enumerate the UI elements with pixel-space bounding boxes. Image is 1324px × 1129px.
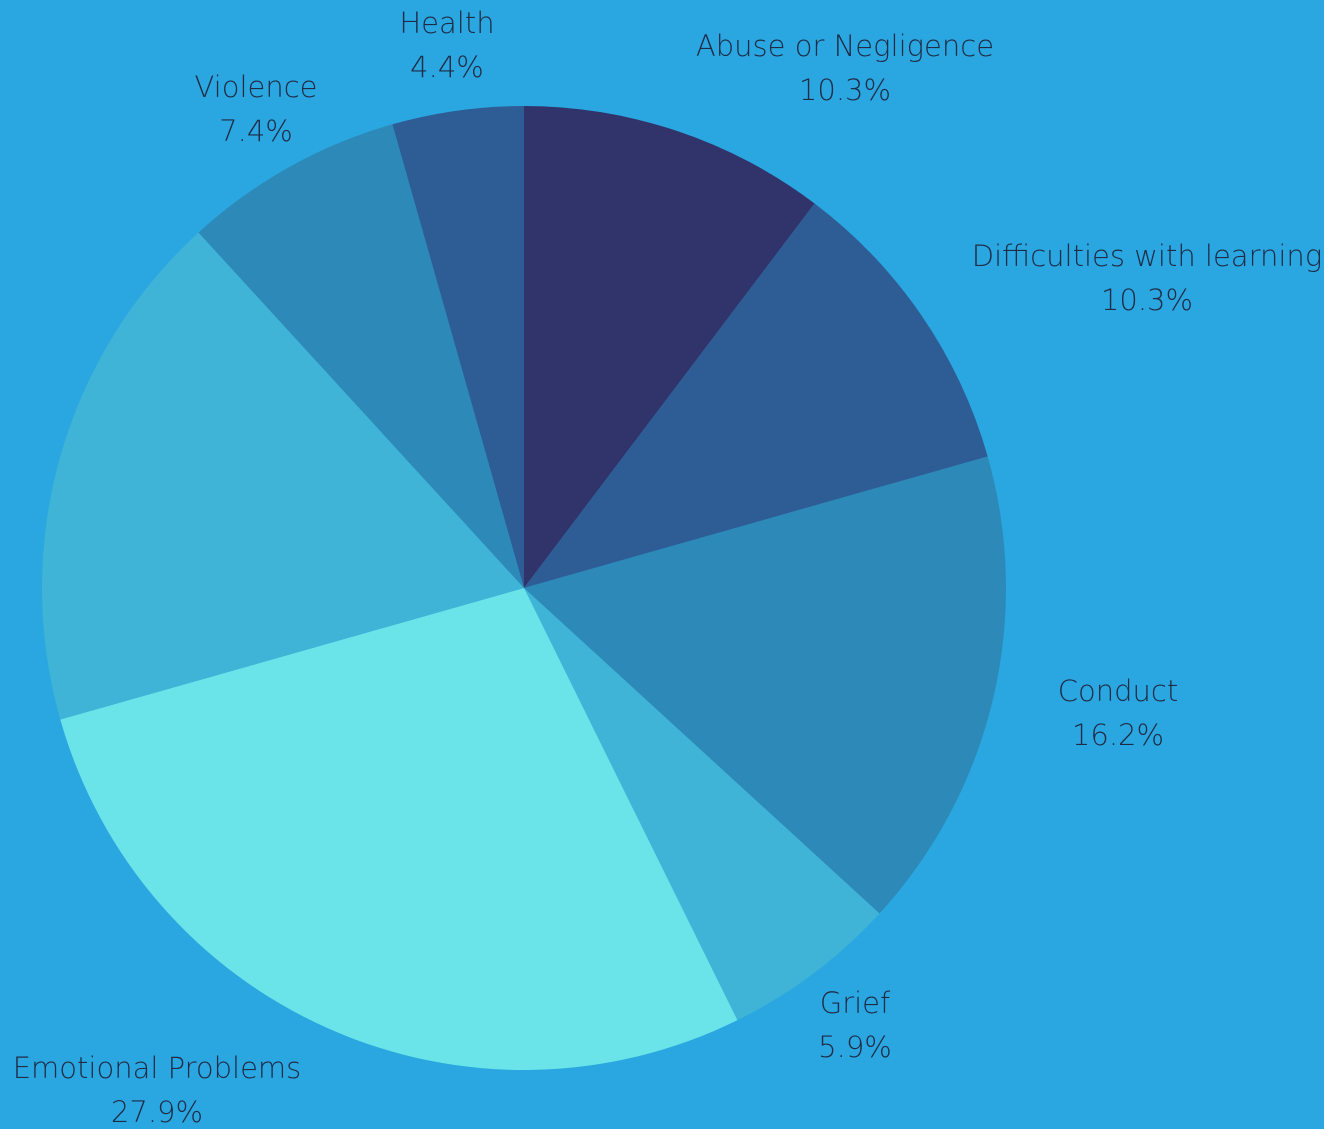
slice-label-health: Health (399, 6, 494, 40)
slice-label-difficulties-with-learning: Difficulties with learning (972, 239, 1322, 273)
slice-label-violence: Violence (194, 70, 317, 104)
slice-label-abuse-or-negligence: Abuse or Negligence (696, 29, 994, 63)
slice-value-health: 4.4% (410, 50, 484, 84)
slice-value-emotional-problems: 27.9% (111, 1095, 203, 1129)
pie-slice-emotional-problems (60, 588, 738, 1071)
pie-slice-grief (524, 588, 880, 1021)
slice-value-difficulties-with-learning: 10.3% (1101, 283, 1193, 317)
slice-label-grief: Grief (820, 986, 891, 1020)
pie-slice-conduct (524, 456, 1007, 914)
slice-label-emotional-problems: Emotional Problems (13, 1051, 302, 1085)
slice-label-conduct: Conduct (1058, 674, 1178, 708)
pie-slice-violence (198, 124, 525, 589)
slice-value-grief: 5.9% (818, 1030, 892, 1064)
pie-slice-health (392, 106, 524, 588)
pie-labels: Abuse or Negligence 10.3% Difficulties wit… (13, 6, 1323, 1129)
pie-slices (41, 106, 1007, 1071)
slice-value-abuse-or-negligence: 10.3% (799, 73, 891, 107)
pie-slice-abuse-or-negligence (524, 106, 815, 588)
pie-slice-difficulties-with-learning (524, 203, 988, 588)
pie-slice-unlabeled-5 (41, 232, 524, 720)
slice-value-violence: 7.4% (219, 114, 293, 148)
slice-value-conduct: 16.2% (1072, 718, 1164, 752)
